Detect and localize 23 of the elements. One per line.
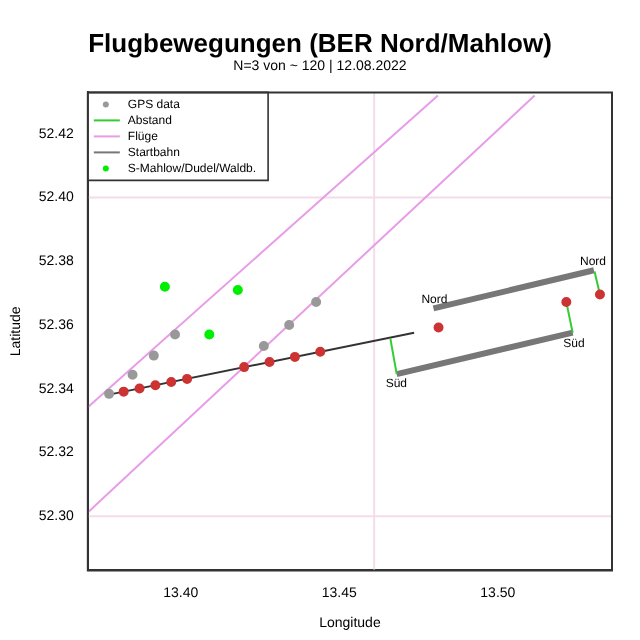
point <box>127 369 138 380</box>
point <box>150 380 161 391</box>
point <box>148 350 159 361</box>
chart-title: Flugbewegungen (BER Nord/Mahlow) <box>86 28 554 59</box>
point <box>239 362 250 373</box>
point <box>118 386 129 397</box>
point <box>311 297 322 308</box>
point <box>182 373 193 384</box>
point <box>166 377 177 388</box>
point <box>159 281 170 292</box>
point <box>170 329 181 340</box>
point <box>264 356 275 367</box>
point <box>134 383 145 394</box>
point <box>204 329 215 340</box>
point <box>289 351 300 362</box>
point <box>594 289 605 300</box>
point <box>433 322 444 333</box>
point <box>284 320 295 331</box>
point <box>232 284 243 295</box>
point <box>104 388 115 399</box>
point <box>258 341 269 352</box>
point <box>561 297 572 308</box>
point <box>315 346 326 357</box>
